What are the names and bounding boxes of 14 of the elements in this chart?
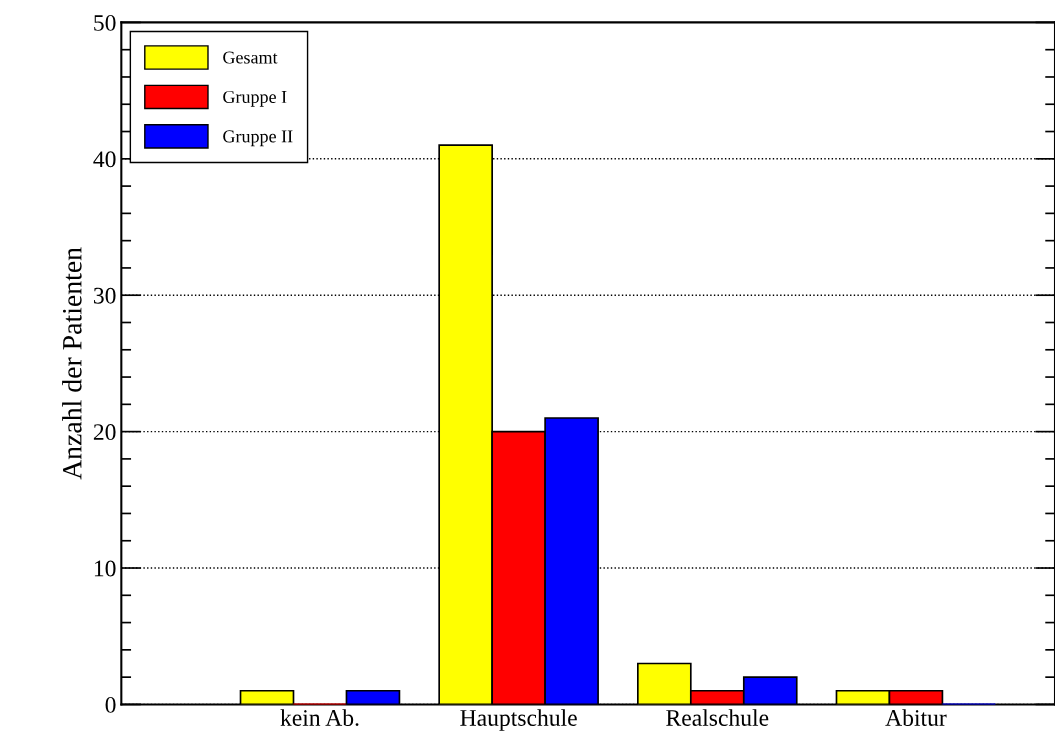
legend-label: Gruppe I [223, 90, 287, 107]
y-tick-label: 0 [105, 696, 116, 713]
legend-label: Gruppe II [223, 130, 293, 147]
y-tick-label: 10 [94, 560, 116, 577]
y-tick-label: 50 [94, 14, 116, 31]
y-tick-label: 30 [93, 287, 116, 304]
x-tick-label: Abitur [885, 709, 947, 726]
y-axis-title: Anzahl der Patienten [62, 247, 82, 480]
x-tick-label: Hauptschule [460, 709, 577, 731]
y-tick-label: 40 [93, 151, 116, 168]
y-tick-label: 20 [93, 424, 116, 441]
x-tick-label: kein Ab. [280, 709, 359, 726]
x-tick-label: Realschule [666, 709, 769, 726]
legend-label: Gesamt [223, 51, 278, 64]
